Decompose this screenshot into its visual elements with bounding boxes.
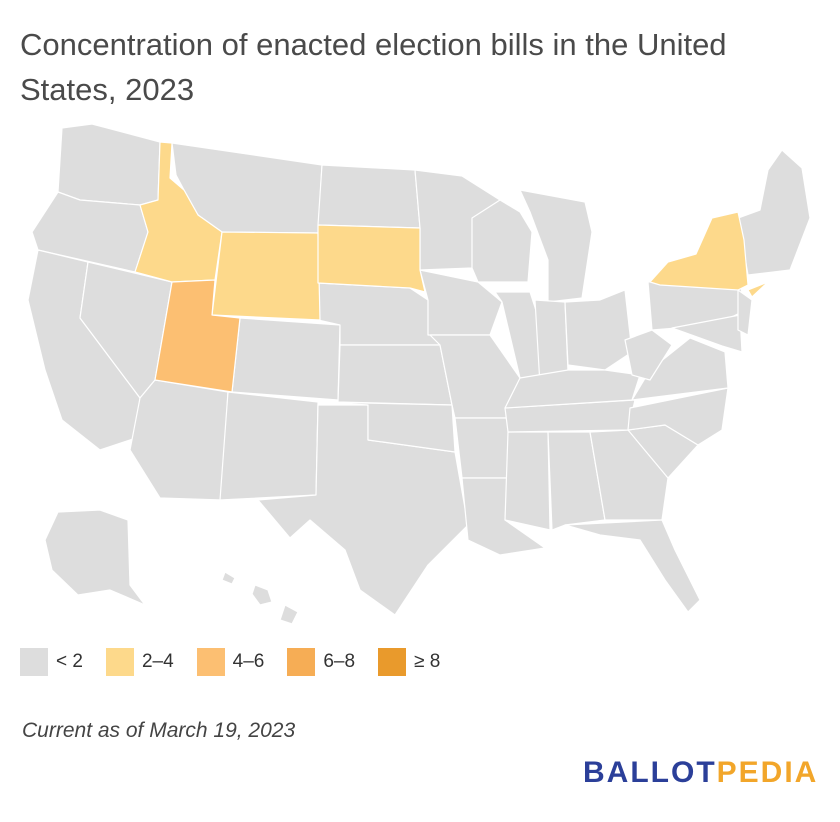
- legend-item: 2–4: [105, 648, 174, 676]
- state-south-dakota[interactable]: [317, 224, 426, 293]
- state-new-york[interactable]: [649, 211, 769, 298]
- state-maryland-delaware[interactable]: [671, 314, 743, 353]
- state-new-mexico[interactable]: [219, 391, 319, 501]
- legend-swatch: [105, 648, 134, 676]
- legend-swatch: [287, 648, 316, 676]
- state-kansas[interactable]: [337, 344, 453, 406]
- state-hawaii[interactable]: [221, 571, 299, 625]
- legend-swatch: [196, 648, 225, 676]
- state-wisconsin[interactable]: [471, 199, 533, 283]
- state-utah[interactable]: [154, 279, 241, 393]
- footnote: Current as of March 19, 2023: [22, 719, 296, 742]
- legend: < 2 2–4 4–6 6–8 ≥ 8: [20, 648, 463, 676]
- map-title: Concentration of enacted election bills …: [20, 27, 727, 107]
- logo-ballot-text: BALLOT: [583, 756, 717, 789]
- legend-item: ≥ 8: [378, 648, 440, 676]
- legend-item: < 2: [20, 648, 83, 676]
- state-florida[interactable]: [564, 519, 701, 613]
- legend-label: < 2: [56, 651, 83, 672]
- state-colorado[interactable]: [231, 317, 341, 401]
- legend-label: 4–6: [232, 651, 265, 672]
- state-washington[interactable]: [57, 123, 161, 206]
- legend-swatch: [20, 648, 48, 676]
- state-oklahoma[interactable]: [317, 401, 456, 453]
- state-new-jersey[interactable]: [737, 289, 753, 336]
- legend-label: 2–4: [141, 651, 174, 672]
- state-michigan[interactable]: [519, 189, 593, 303]
- state-wyoming[interactable]: [211, 231, 321, 321]
- state-mississippi[interactable]: [504, 431, 551, 531]
- state-alabama[interactable]: [547, 431, 606, 531]
- state-georgia[interactable]: [589, 429, 669, 521]
- legend-item: 6–8: [287, 648, 355, 676]
- state-new-england[interactable]: [737, 149, 811, 276]
- state-arizona[interactable]: [129, 379, 229, 501]
- state-ohio[interactable]: [564, 289, 633, 371]
- logo-pedia-text: PEDIA: [716, 756, 819, 789]
- us-map: [27, 123, 811, 625]
- legend-label: 6–8: [323, 651, 356, 672]
- legend-item: 4–6: [196, 648, 265, 676]
- legend-swatch: [378, 648, 407, 676]
- state-north-dakota[interactable]: [317, 164, 421, 229]
- state-alaska[interactable]: [44, 509, 146, 606]
- legend-label: ≥ 8: [414, 651, 441, 672]
- state-west-virginia[interactable]: [624, 329, 673, 381]
- ballotpedia-logo[interactable]: BALLOTPEDIA: [583, 756, 818, 790]
